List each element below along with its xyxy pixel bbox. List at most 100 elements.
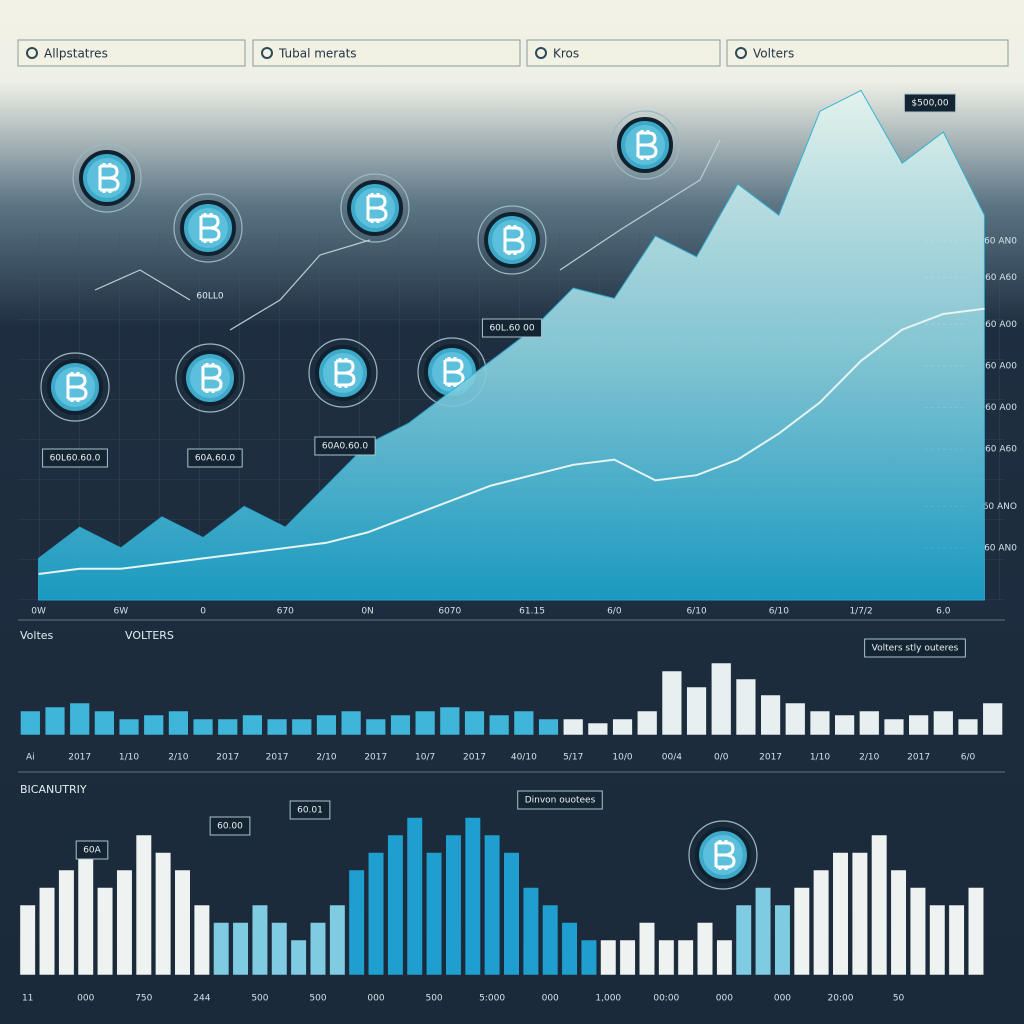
annotation-box [75,840,109,860]
x-tick-label: 6W [114,607,129,617]
plots: 0W 6W 0 670 0N 6070 61.15 6/0 6/10 6/10 1/7/2 6.0 60… [19,89,1017,1004]
annotation: 60L.60 00 [489,324,534,334]
x-tick-label: 6/0 [961,753,976,763]
bar [193,904,210,976]
y-tick-label: 60 A00 [985,320,1017,330]
bar [94,710,115,736]
annotation: $500,00 [911,99,948,109]
bar [271,922,288,976]
bar [580,939,597,976]
bar [242,714,263,736]
bar [813,869,830,976]
x-tick-label: Ai [26,753,35,763]
x-tick-label: 670 [277,607,294,617]
bar [503,852,520,976]
bar [387,834,404,976]
bar [982,702,1003,736]
bar [291,718,312,736]
bar [735,678,757,736]
bar [661,670,683,736]
x-tick-label: 2017 [266,753,289,763]
x-tick-label: 50 [893,994,905,1004]
bar [600,939,617,976]
bar [340,710,362,736]
chart-title: Voltes [20,629,54,642]
bar [232,922,249,976]
x-tick-label: 000 [716,994,733,1004]
x-tick-label: 20:00 [828,994,854,1004]
bar [542,904,559,976]
annotation-box [481,318,543,338]
x-tick-label: 10/7 [415,753,435,763]
x-tick-label: 5:000 [479,994,505,1004]
x-tick-label: 2017 [907,753,930,763]
bar [69,702,90,736]
bar [513,710,534,736]
x-tick-label: 750 [135,994,152,1004]
bar [426,852,443,976]
annotation-box [187,448,243,468]
chart-title: BICANUTRIY [20,783,87,796]
tab-label: Kros [553,47,579,61]
bar [716,939,733,976]
annotation: 60L60.60.0 [50,454,101,464]
bar [638,922,655,976]
x-tick-label: 0 [200,607,206,617]
bar [20,710,41,736]
tab-label: Volters [753,47,794,61]
x-tick-label: 000 [367,994,384,1004]
annotation-box [314,436,376,456]
bar [755,887,772,976]
bar [489,714,510,736]
annotation-box [864,638,966,658]
x-tick-label: 61.15 [519,607,545,617]
bar [587,722,608,736]
tab [726,39,1009,67]
y-tick-label: 60 A60 [985,273,1017,283]
bar [735,904,752,976]
x-tick-label: 2/10 [316,753,336,763]
bar [957,718,979,736]
bar [859,710,880,736]
bar [174,869,191,976]
x-tick-label: 00/4 [662,753,682,763]
bar [135,834,152,976]
bar [929,904,946,976]
annotation: 60A [83,846,101,856]
x-tick-label: 6/0 [607,607,622,617]
tab-label: Allpstatres [44,47,108,61]
bar [213,922,230,976]
bar [415,710,436,736]
bar [368,852,385,976]
x-tick-label: 1/7/2 [849,607,872,617]
tab-icon [535,47,547,59]
tab-icon [735,47,747,59]
bar [155,852,172,976]
bar [118,718,140,736]
tab-bar: Allpstatres Tubal merats Kros Volters [17,39,1009,67]
tab-icon [26,47,38,59]
bar [883,718,905,736]
annotation-box [903,93,957,113]
bar [658,939,675,976]
bar [19,904,36,976]
bar [58,869,75,976]
bar [538,718,559,736]
annotation-box [209,816,251,836]
annotation-box [517,790,603,810]
y-tick-label: 60 AN0 [984,237,1017,247]
bar [439,706,460,736]
annotation-box [289,800,331,820]
annotation: 60A.60.0 [195,454,236,464]
x-tick-label: 500 [251,994,268,1004]
bar [97,887,114,976]
annotation: Dinvon ouotees [525,796,596,806]
x-tick-label: 1/10 [810,753,830,763]
bar [251,904,268,976]
bar [760,694,781,736]
bar [774,904,791,976]
x-tick-label: 2017 [216,753,239,763]
annotation: 60A0.60.0 [322,442,369,452]
annotation: Volters stly outeres [872,644,959,654]
bar [464,710,485,736]
